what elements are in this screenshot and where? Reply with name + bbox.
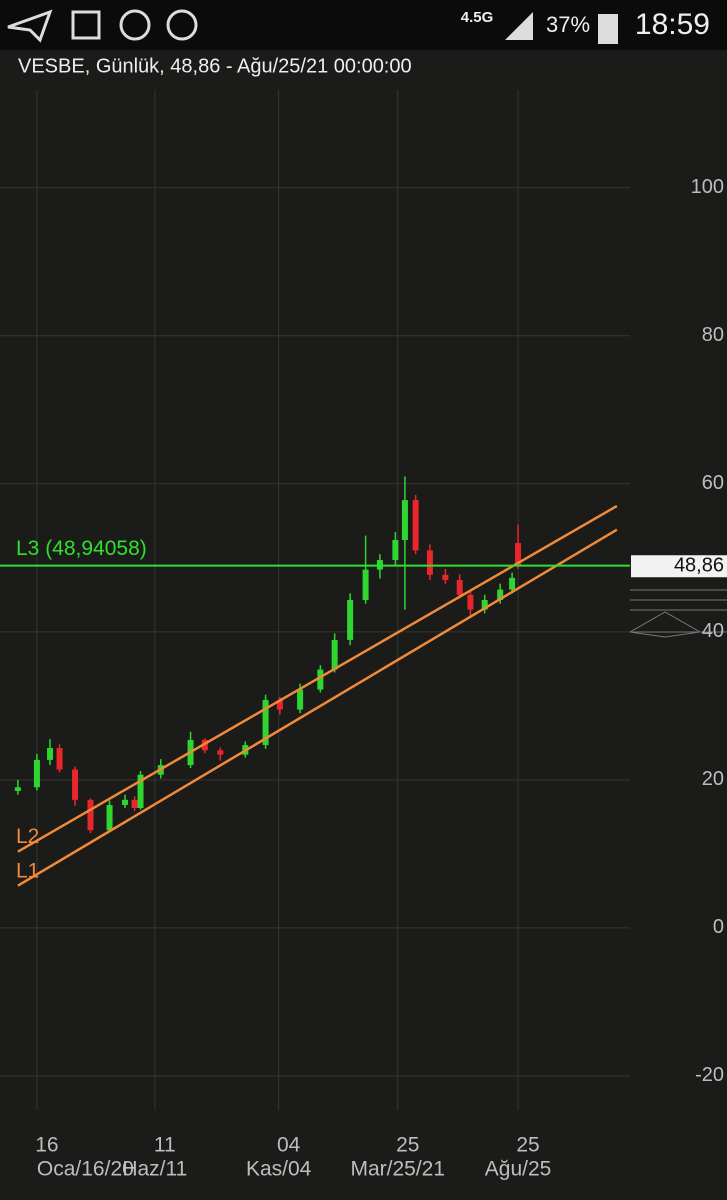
x-tick-sublabel: Haz/11 [122,1158,187,1181]
y-tick-label: 0 [713,916,724,938]
candle-body [131,799,138,808]
candle-body [467,594,474,610]
trend-line [17,504,618,853]
candle-body [122,799,129,806]
candle-body [362,569,369,600]
x-tick-label: 25 [396,1134,419,1157]
trend-line-label: L2 [16,825,39,848]
candle-body [347,600,354,640]
candle-body [297,689,304,710]
x-tick-sublabel: Mar/25/21 [350,1158,445,1181]
x-tick-sublabel: Oca/16/20 [37,1158,134,1181]
candle-body [456,580,463,595]
status-icons [7,9,198,43]
candle-body [442,574,449,581]
candle-body [317,669,324,690]
x-tick-label: 04 [277,1134,301,1157]
candle-body [412,500,419,551]
right-decor [628,589,727,638]
y-tick-label: 20 [702,768,724,790]
candle-body [262,699,269,746]
candle-body [401,500,408,541]
trend-line-label: L1 [16,859,39,882]
y-tick-label: -20 [695,1064,724,1086]
x-tick-label: 16 [35,1134,58,1157]
clock: 18:59 [635,8,710,41]
candle-body [72,769,79,800]
candle-body [33,759,40,788]
candle-body [515,543,522,567]
y-tick-label: 60 [702,472,724,494]
x-tick-label: 25 [516,1134,539,1157]
candle-body [106,805,113,831]
y-tick-label: 80 [702,324,724,346]
candle-body [481,600,488,610]
network: 4.5G [461,9,494,26]
candle-body [509,577,516,590]
candle-body [217,750,224,755]
signal-icon [505,12,533,40]
y-tick-label: 100 [691,176,724,198]
level-line-label: L3 (48,94058) [16,537,147,560]
candle-body [56,748,63,770]
last-price-label: 48,86 [674,555,724,577]
battery-level: 37% [546,12,590,37]
candle-body [276,699,283,710]
candle-body [137,774,144,808]
candle-body [331,639,338,670]
x-tick-sublabel: Kas/04 [246,1158,312,1181]
x-tick-label: 11 [154,1134,176,1157]
candle-body [87,799,94,831]
y-tick-label: 40 [702,620,724,642]
candle-body [47,748,54,760]
candle-body [392,540,399,561]
candle-body [426,550,433,575]
candle-body [14,787,21,791]
trend-line [17,528,618,887]
chart-title: VESBE, Günlük, 48,86 - Ağu/25/21 00:00:0… [18,55,412,77]
last-price-box [631,555,727,578]
x-tick-sublabel: Ağu/25 [485,1158,552,1181]
battery-icon [598,14,618,44]
candle-body [497,589,504,600]
